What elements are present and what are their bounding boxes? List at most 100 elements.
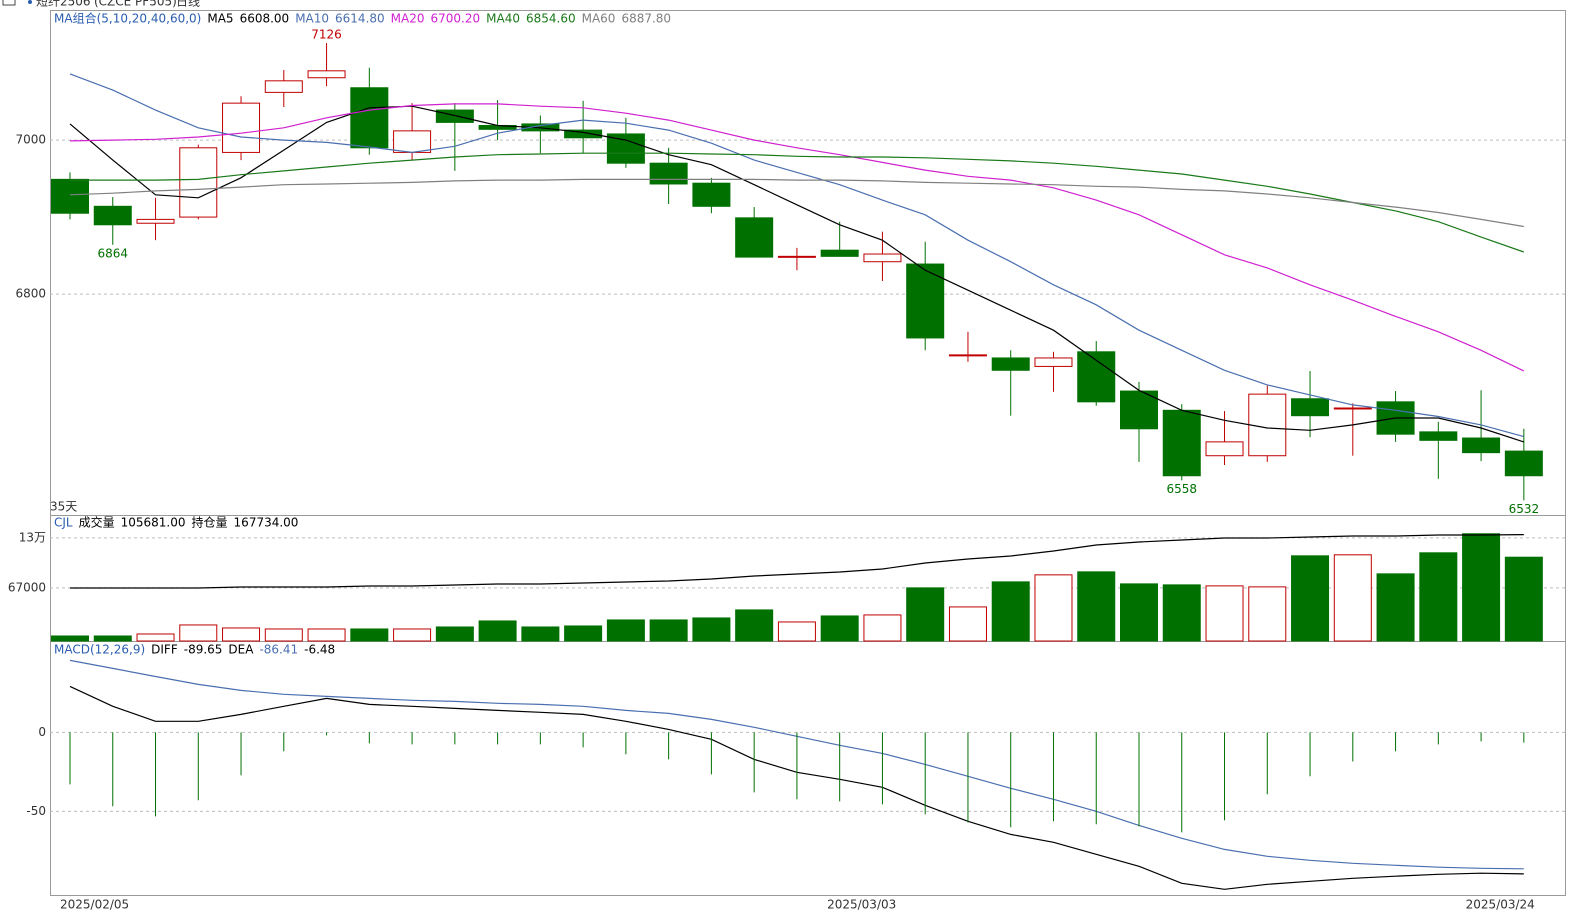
instrument-code: (CZCE PF505) [94,0,177,9]
volume-bar [307,628,346,642]
volume-bar [1077,571,1116,642]
volume-bar [1504,556,1543,642]
legend-value: -86.41 [259,643,298,657]
volume-bar [51,635,89,642]
x-tick-label: 2025/02/05 [60,898,129,912]
y-tick-label: 7000 [15,133,46,147]
volume-bar [1034,574,1073,642]
volume-bar [777,621,816,642]
indicator-selector[interactable]: MA组合(5,10,20,40,60,0) [54,11,201,26]
candle-body [649,162,688,185]
candle-body [906,263,945,339]
volume-bar [1462,533,1501,642]
candle-body [51,178,89,214]
volume-bar [1205,585,1244,642]
ma-line [69,105,1524,443]
x-tick-label: 2025/03/03 [827,898,896,912]
legend-value: 6608.00 [240,12,290,26]
candle-body [564,129,603,139]
volume-bar [606,619,645,642]
frame [50,10,1566,896]
legend-name: MA20 [391,12,425,26]
legend-name: MA10 [295,12,329,26]
ma-line [69,103,1525,372]
legend-value: 6614.80 [335,12,385,26]
indicator-selector[interactable]: CJL [54,516,73,530]
indicator-selector[interactable]: MACD(12,26,9) [54,643,145,657]
volume-bar [906,587,945,642]
candle-body [1504,450,1543,477]
legend-value: 105681.00 [121,516,186,530]
candle-body [863,253,902,263]
volume-bar [1291,555,1330,642]
legend-value: 6854.60 [526,12,576,26]
volume-bar [521,626,560,642]
low-annotation: 6558 [1166,482,1197,496]
volume-bar [863,614,902,642]
menu-icon[interactable] [2,0,16,6]
volume-bar [136,633,175,642]
y-tick-label: 13万 [19,530,46,544]
volume-bar [1120,583,1158,642]
y-tick-label: 67000 [8,580,46,594]
legend-name: 持仓量 [192,515,228,530]
legend-name: DIFF [151,643,178,657]
candle-body [435,109,474,123]
range-label: 35天 [50,500,77,514]
candle-body [1205,441,1244,457]
legend-value: 6700.20 [431,12,481,26]
candle-body [735,217,774,258]
volume-bar [820,615,859,642]
candle-body [264,80,303,93]
volume-bar [649,619,688,642]
ma-line [69,178,1524,228]
candle-body [350,87,389,149]
volume-bar [1162,584,1201,642]
legend-name: 成交量 [79,515,115,530]
volume-bar [264,628,303,642]
candle-body [1077,351,1116,403]
candle-body [393,130,432,153]
volume-bar [1248,586,1287,642]
candle-body [222,102,261,153]
status-dot [28,0,32,4]
candle-body [948,354,987,357]
legend-value: 6887.80 [621,12,671,26]
volume-bar [1419,552,1458,642]
legend-name: MA40 [486,12,520,26]
candle-body [1333,407,1372,410]
candle-body [1034,357,1073,367]
legend-value: -6.48 [304,643,335,657]
volume-bar [564,625,603,642]
candle-body [606,133,645,164]
candle-body [1419,431,1458,441]
y-tick-label: -50 [26,804,46,818]
volume-bar [350,628,389,642]
volume-bar [179,624,218,642]
volume-bar [478,620,517,642]
candle-body [991,357,1030,371]
legend-name: DEA [228,643,254,657]
volume-bar [435,626,474,642]
y-tick-label: 0 [38,725,46,739]
instrument-title: 短纤2506 [36,0,91,9]
volume-bar [393,628,432,642]
volume-bar [1376,573,1415,642]
x-tick-label: 2025/03/24 [1466,898,1535,912]
period-selector[interactable]: 日线 [176,0,200,9]
y-tick-label: 6800 [15,287,46,301]
candle-body [820,249,859,257]
candle-body [1162,409,1201,477]
candle-body [93,205,132,226]
candle-body [1291,398,1330,417]
low-annotation: 6532 [1509,502,1540,516]
ma-line [70,152,1524,253]
legend-name: MA5 [207,12,233,26]
volume-bar [692,617,731,642]
candle-body [692,182,731,207]
candle-body [1120,390,1158,430]
legend-value: -89.65 [184,643,223,657]
volume-bar [948,606,987,642]
